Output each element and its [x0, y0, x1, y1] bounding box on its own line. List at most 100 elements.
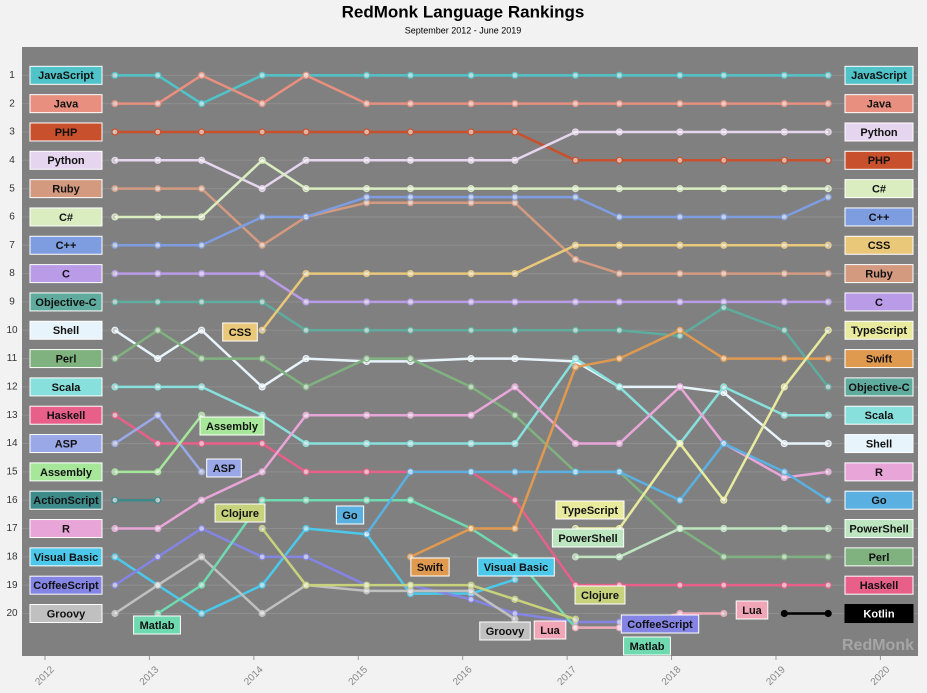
data-point	[780, 581, 788, 589]
data-point	[198, 241, 206, 249]
data-point	[406, 193, 415, 201]
data-point	[111, 609, 119, 618]
data-point	[571, 363, 580, 371]
series-label-box	[29, 207, 103, 227]
series-label: Haskell	[47, 410, 86, 422]
data-point	[111, 553, 119, 561]
data-point	[571, 100, 580, 108]
series-label-box	[29, 65, 103, 85]
data-point	[111, 213, 119, 221]
series-label: Python	[860, 127, 898, 139]
data-point	[780, 439, 788, 448]
series-label-box	[844, 462, 914, 482]
data-point	[571, 615, 580, 623]
series-label-box	[844, 122, 914, 142]
series-label: JavaScript	[38, 70, 94, 82]
data-point	[467, 468, 475, 476]
data-point	[406, 581, 415, 589]
series-label: C++	[56, 240, 77, 252]
data-point	[511, 298, 519, 306]
series-label: Matlab	[630, 641, 665, 653]
data-point	[615, 270, 623, 278]
series-label-box	[844, 490, 914, 510]
data-point	[302, 383, 310, 391]
data-point	[511, 193, 519, 201]
series-label-box	[844, 207, 914, 227]
data-point	[111, 185, 119, 193]
data-point	[363, 496, 371, 504]
data-point	[571, 128, 580, 136]
data-point	[780, 468, 788, 476]
series-label: Ruby	[52, 184, 80, 196]
data-point	[720, 213, 728, 221]
data-point	[615, 128, 623, 136]
data-point	[720, 156, 728, 164]
series-label-box	[844, 547, 914, 567]
data-point	[154, 553, 162, 561]
data-point	[258, 100, 266, 108]
data-point	[676, 128, 684, 136]
data-point	[720, 553, 728, 561]
data-point	[676, 298, 684, 306]
series-label: Visual Basic	[484, 562, 549, 574]
data-point	[258, 185, 266, 193]
y-tick-label: 20	[6, 608, 18, 619]
data-point	[571, 193, 580, 201]
data-point	[302, 439, 310, 448]
data-point	[571, 468, 580, 476]
data-point	[615, 71, 623, 79]
series-label: Objective-C	[848, 382, 909, 394]
data-point	[720, 100, 728, 108]
data-point	[824, 193, 832, 201]
data-point	[154, 213, 162, 221]
data-point	[363, 156, 371, 164]
data-point	[258, 524, 266, 533]
data-point	[511, 270, 519, 278]
y-tick-label: 12	[6, 382, 18, 393]
data-point	[615, 185, 623, 193]
data-point	[780, 128, 788, 136]
series-label: PowerShell	[849, 523, 908, 535]
series-label-box	[533, 620, 567, 640]
data-point	[406, 298, 415, 306]
data-point	[824, 411, 832, 419]
series-label-box	[29, 320, 103, 340]
data-point	[154, 354, 162, 363]
series-label-box	[29, 94, 103, 114]
series-label-box	[623, 636, 671, 656]
series-line	[365, 442, 829, 535]
series-line	[157, 498, 620, 629]
data-point	[302, 496, 310, 504]
data-point	[406, 270, 415, 278]
data-point	[571, 624, 580, 632]
data-point	[720, 71, 728, 79]
data-point	[824, 71, 832, 79]
data-point	[571, 326, 580, 334]
data-point	[111, 524, 119, 533]
series-label-box	[551, 528, 625, 548]
data-point	[467, 326, 475, 334]
data-point	[198, 326, 206, 334]
data-point	[720, 241, 728, 249]
data-point	[676, 100, 684, 108]
series-label-box	[29, 349, 103, 369]
data-point	[511, 524, 519, 533]
series-label-box	[844, 377, 914, 397]
data-point	[720, 439, 728, 448]
series-line	[575, 527, 829, 559]
data-point	[363, 71, 371, 79]
data-point	[111, 241, 119, 249]
data-point	[111, 128, 119, 136]
data-point	[363, 298, 371, 306]
series-label-box	[29, 519, 103, 539]
data-point	[780, 524, 788, 533]
data-point	[111, 439, 119, 448]
series-label: Scala	[865, 410, 895, 422]
data-point	[467, 270, 475, 278]
series-label: C#	[872, 184, 886, 196]
data-point	[824, 185, 832, 193]
series-label-box	[844, 150, 914, 170]
data-point	[676, 581, 684, 589]
